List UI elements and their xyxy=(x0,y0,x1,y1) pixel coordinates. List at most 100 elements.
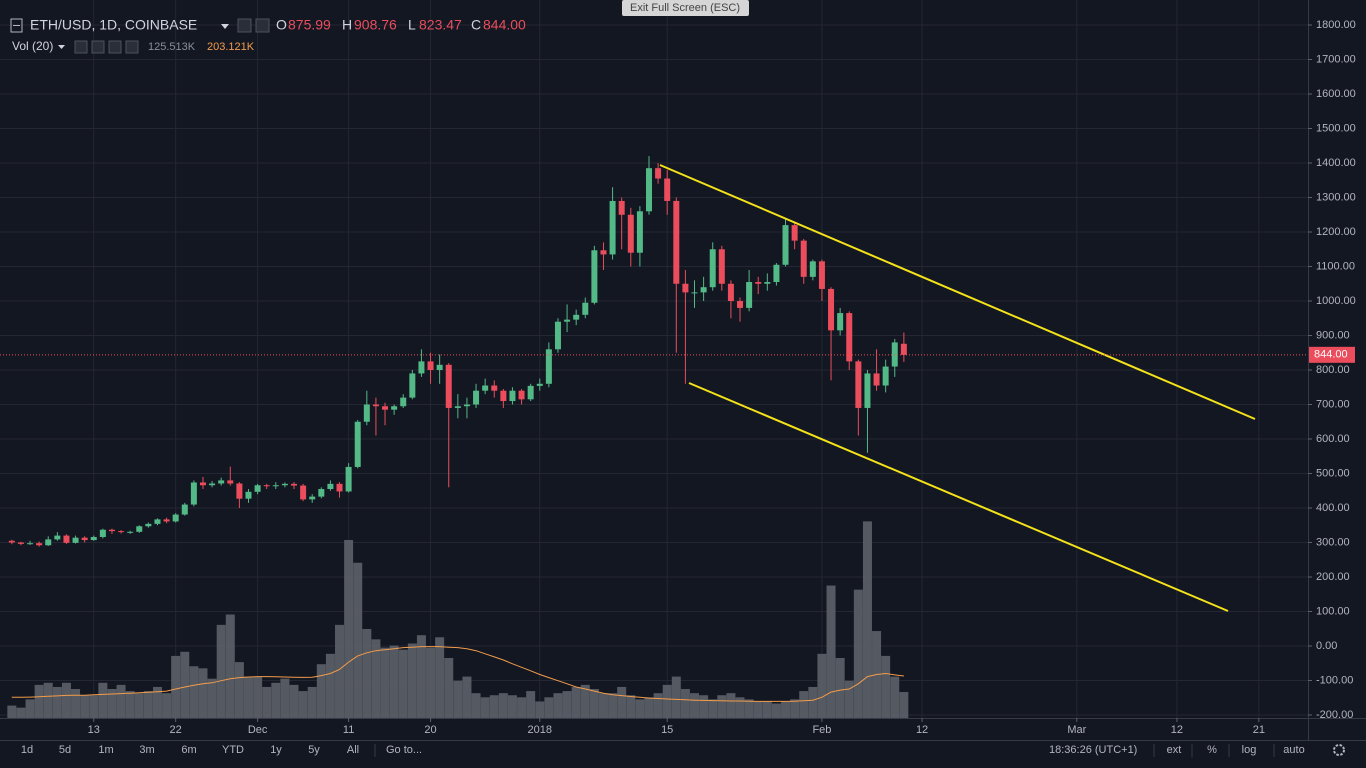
volume-bar xyxy=(826,585,836,718)
volume-icon[interactable] xyxy=(125,40,139,54)
candle-body xyxy=(54,535,61,540)
toggle-button[interactable]: ext xyxy=(1167,744,1182,756)
candle-body xyxy=(536,383,543,386)
candle-body xyxy=(263,485,270,487)
x-tick-label: Mar xyxy=(1067,724,1086,736)
volume-bar xyxy=(653,693,663,718)
volume-bar xyxy=(771,703,781,718)
volume-icon[interactable] xyxy=(108,40,122,54)
volume-bar xyxy=(462,676,472,718)
candle-body xyxy=(900,343,907,355)
candle-body xyxy=(600,250,607,255)
volume-bar xyxy=(307,686,317,718)
settings-icon[interactable] xyxy=(237,18,252,33)
candle-body xyxy=(737,301,744,308)
volume-bar xyxy=(562,691,572,718)
volume-bar xyxy=(344,539,354,718)
candle-body xyxy=(63,535,70,543)
volume-bar xyxy=(426,647,436,718)
x-tick-label: 22 xyxy=(170,724,182,736)
exit-button-label[interactable]: Exit Full Screen (ESC) xyxy=(630,2,740,14)
volume-caret[interactable] xyxy=(58,45,65,49)
volume-bar xyxy=(198,668,208,718)
exit-fullscreen[interactable]: Exit Full Screen (ESC) xyxy=(622,0,749,16)
y-tick-label: 1600.00 xyxy=(1316,88,1356,100)
volume-bar xyxy=(61,682,71,718)
symbol-caret[interactable] xyxy=(221,24,229,29)
y-tick-label: -100.00 xyxy=(1316,674,1353,686)
candle-body xyxy=(136,526,143,532)
high-value: 908.76 xyxy=(354,17,397,33)
volume-bar xyxy=(152,686,162,718)
candle-body xyxy=(8,540,15,543)
y-tick-label: 900.00 xyxy=(1316,329,1350,341)
y-tick-label: 700.00 xyxy=(1316,398,1350,410)
channel-lower xyxy=(688,382,1229,612)
volume-bar xyxy=(517,697,527,718)
volume-bar xyxy=(189,666,199,718)
y-tick-label: 800.00 xyxy=(1316,364,1350,376)
interval-button[interactable]: 3m xyxy=(139,744,154,756)
candle-body xyxy=(500,390,507,402)
interval-button[interactable]: YTD xyxy=(222,744,244,756)
candle-body xyxy=(172,514,179,522)
volume-bar xyxy=(162,693,172,718)
volume-bar xyxy=(526,691,536,718)
candle-body xyxy=(272,485,279,487)
y-tick-label: 1400.00 xyxy=(1316,157,1356,169)
candle-body xyxy=(809,261,816,277)
candle-body xyxy=(409,373,416,398)
interval-button[interactable]: 1m xyxy=(98,744,113,756)
exit-button-bg[interactable] xyxy=(622,0,749,16)
toggle-button[interactable]: auto xyxy=(1283,744,1304,756)
candle-body xyxy=(545,349,552,384)
toggle-button[interactable]: % xyxy=(1207,744,1217,756)
candle-body xyxy=(518,390,525,400)
volume-bar xyxy=(207,678,217,718)
toggle-button[interactable]: log xyxy=(1242,744,1257,756)
volume-bar xyxy=(735,697,745,718)
volume-icon[interactable] xyxy=(74,40,88,54)
volume-bar xyxy=(790,699,800,718)
volume-title[interactable]: Vol (20) xyxy=(12,39,53,53)
candle-body xyxy=(564,319,571,322)
settings-gear[interactable] xyxy=(1333,744,1345,756)
volume-bar xyxy=(80,695,90,718)
candle-body xyxy=(463,404,470,407)
candle-body xyxy=(800,240,807,277)
candle-body xyxy=(418,361,425,374)
interval-button[interactable]: All xyxy=(347,744,359,756)
interval-button[interactable]: 5d xyxy=(59,744,71,756)
volume-bar xyxy=(271,682,281,718)
candle-body xyxy=(345,466,352,492)
candle-body xyxy=(427,361,434,371)
interval-button[interactable]: 1y xyxy=(270,744,282,756)
volume-icon[interactable] xyxy=(91,40,105,54)
hide-icon[interactable] xyxy=(255,18,270,33)
candle-body xyxy=(145,523,152,527)
volume-bar xyxy=(216,624,226,718)
candle-body xyxy=(473,390,480,405)
y-tick-label: 1700.00 xyxy=(1316,53,1356,65)
interval-button[interactable]: 1d xyxy=(21,744,33,756)
volume-bar xyxy=(507,695,517,718)
volume-bar xyxy=(580,684,590,718)
symbol-title[interactable]: ETH/USD, 1D, COINBASE xyxy=(30,17,197,33)
candle-body xyxy=(81,537,88,541)
volume-bar xyxy=(717,695,727,718)
collapse-icon[interactable] xyxy=(10,18,23,33)
volume-bar xyxy=(498,693,508,718)
candle-body xyxy=(582,302,589,315)
y-tick-label: 100.00 xyxy=(1316,605,1350,617)
interval-button[interactable]: 5y xyxy=(308,744,320,756)
candle-body xyxy=(864,373,871,408)
goto-button[interactable]: Go to... xyxy=(386,744,422,756)
volume-bar xyxy=(471,693,481,718)
volume-bar xyxy=(890,676,900,718)
candle-body xyxy=(281,483,288,486)
volume-bar xyxy=(280,678,290,718)
volume-bar xyxy=(71,689,81,718)
candle-body xyxy=(36,543,43,546)
y-tick-label: 1200.00 xyxy=(1316,226,1356,238)
interval-button[interactable]: 6m xyxy=(181,744,196,756)
